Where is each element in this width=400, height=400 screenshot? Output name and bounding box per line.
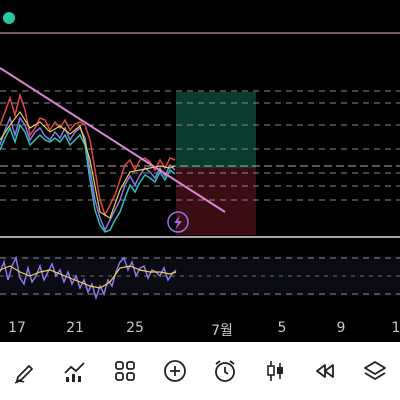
draw-tool-button[interactable] [0,342,50,400]
status-indicator [3,12,15,24]
chart-indicator-icon [64,362,85,382]
chart-type-button[interactable] [250,342,300,400]
trendline[interactable] [0,67,226,213]
price-series-red [0,92,176,217]
candles-icon [267,361,283,381]
bottom-toolbar [0,342,400,400]
indicators-button[interactable] [50,342,100,400]
add-button[interactable] [150,342,200,400]
loss-zone[interactable] [176,168,256,235]
alarm-button[interactable] [200,342,250,400]
profit-zone[interactable] [176,92,256,168]
pen-icon [14,365,33,384]
x-tick-label: 7월 [211,323,233,339]
x-tick-label: 25 [126,320,144,336]
replay-button[interactable] [300,342,350,400]
chart-svg[interactable] [0,0,400,342]
x-tick-label: 5 [277,320,287,336]
x-axis: 17 21 25 7월 5 9 1 [0,318,400,342]
layers-button[interactable] [350,342,400,400]
lightning-alert-marker[interactable] [167,211,189,233]
plus-circle-icon [164,360,186,382]
grid-icon [115,361,135,381]
layout-button[interactable] [100,342,150,400]
price-series-yellow [0,110,176,219]
price-series-teal [0,123,176,233]
x-tick-label: 17 [8,320,26,336]
layers-icon [364,361,386,380]
lightning-icon [174,215,182,230]
x-tick-label: 21 [66,320,84,336]
x-tick-label: 9 [336,320,346,336]
x-tick-label: 1 [391,320,400,336]
alarm-clock-icon [215,360,235,382]
oscillator-series [0,255,177,301]
oscillator-signal [0,265,177,289]
chart-canvas[interactable] [0,0,400,342]
rewind-icon [316,364,334,378]
